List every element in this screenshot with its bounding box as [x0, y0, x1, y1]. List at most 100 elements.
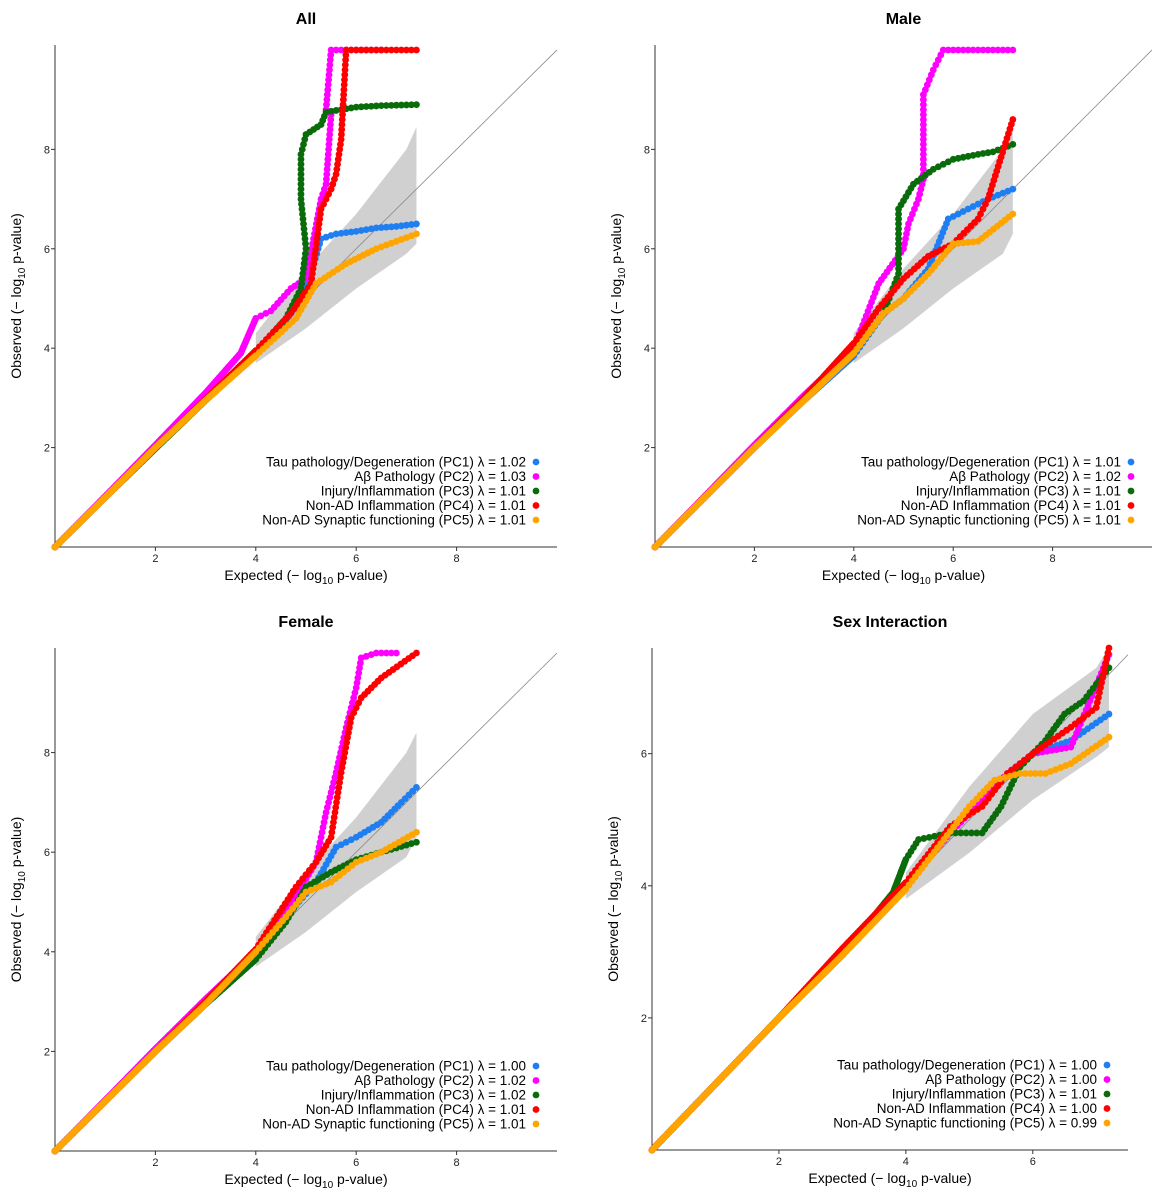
data-point [299, 270, 307, 278]
data-point [297, 165, 305, 173]
data-point [334, 789, 342, 796]
panel-all: All 2 4 6 8 2 4 6 8 Expected (− log10 p-value) Obs… [0, 0, 577, 595]
data-point [377, 649, 385, 657]
data-point [340, 81, 348, 89]
x-axis-label: Expected (− log10 p-value) [224, 567, 387, 587]
data-point [999, 46, 1007, 54]
data-point [297, 170, 305, 178]
data-point [327, 51, 335, 59]
y-axis-label: Observed (− log10 p-value) [8, 817, 28, 983]
x-tick-label: 4 [253, 553, 259, 565]
data-point [919, 126, 927, 133]
y-tick-label: 8 [644, 144, 650, 156]
data-point [337, 841, 345, 849]
x-tick-label: 2 [776, 1156, 782, 1168]
data-point [919, 101, 927, 109]
data-point [413, 784, 420, 791]
legend-label: Injury/Inflammation (PC3) λ = 1.01 [916, 484, 1121, 499]
y-tick-label: 6 [44, 847, 50, 859]
data-point [315, 220, 323, 228]
x-axis-label: Expected (− log10 p-value) [224, 1171, 387, 1189]
data-point [954, 46, 962, 54]
data-point [326, 61, 334, 69]
data-point [336, 145, 344, 153]
data-point [895, 250, 902, 258]
y-tick-label: 6 [44, 244, 50, 256]
data-point [299, 215, 307, 223]
legend-label: Non-AD Synaptic functioning (PC5) λ = 1.… [857, 513, 1121, 528]
data-point [382, 102, 390, 109]
data-point [322, 108, 330, 116]
data-point [352, 46, 360, 54]
data-point [392, 649, 400, 657]
legend-label: Non-AD Synaptic functioning (PC5) λ = 1.… [262, 513, 526, 528]
data-point [367, 102, 375, 110]
legend-label: Tau pathology/Degeneration (PC1) λ = 1.0… [837, 1058, 1097, 1073]
data-point [919, 111, 927, 118]
data-point [915, 836, 922, 843]
legend-marker [532, 458, 540, 466]
data-point [337, 136, 345, 143]
series-5 [51, 230, 420, 551]
data-point [333, 794, 341, 801]
data-point [326, 126, 334, 133]
data-point [325, 141, 333, 148]
qq-plot-male: Male 2 4 6 8 2 4 6 8 Expected (− log10 p-value) Ob… [608, 11, 1153, 587]
legend-label: Aβ Pathology (PC2) λ = 1.00 [925, 1072, 1097, 1087]
data-point [332, 107, 340, 114]
data-point [312, 245, 320, 253]
legend-marker [532, 473, 540, 480]
data-point [341, 71, 349, 79]
x-tick-label: 4 [253, 1157, 259, 1169]
data-point [323, 170, 331, 178]
data-point [895, 270, 902, 278]
data-point [397, 46, 405, 54]
data-point [333, 798, 340, 806]
data-point [297, 160, 305, 168]
data-point [347, 836, 355, 844]
data-point [324, 160, 331, 168]
data-point [387, 223, 395, 231]
data-point [324, 81, 332, 89]
legend-marker [532, 1062, 540, 1070]
data-point [919, 145, 927, 153]
data-point [413, 828, 420, 836]
data-point [919, 96, 927, 104]
legend-label: Non-AD Inflammation (PC4) λ = 1.00 [877, 1101, 1097, 1116]
data-point [919, 160, 927, 168]
data-point [969, 238, 977, 246]
x-tick-label: 8 [1050, 553, 1056, 565]
data-point [984, 46, 992, 54]
data-point [326, 121, 334, 128]
data-point [324, 150, 332, 158]
legend-label: Injury/Inflammation (PC3) λ = 1.02 [321, 1088, 526, 1103]
data-point [298, 200, 305, 208]
data-point [413, 230, 420, 238]
data-point [397, 222, 405, 230]
legend-label: Tau pathology/Degeneration (PC1) λ = 1.0… [861, 455, 1121, 470]
x-tick-label: 6 [353, 553, 359, 565]
data-point [301, 255, 309, 263]
x-tick-label: 2 [751, 553, 757, 565]
data-point [331, 808, 339, 816]
data-point [382, 46, 390, 54]
data-point [298, 275, 306, 283]
data-point [387, 649, 395, 657]
data-point [332, 230, 340, 238]
data-point [352, 227, 360, 235]
legend-marker [532, 1091, 540, 1099]
legend-marker [532, 1077, 540, 1084]
data-point [322, 180, 330, 188]
data-point [1009, 46, 1017, 54]
data-point [297, 190, 305, 198]
data-point [895, 235, 902, 243]
data-point [957, 829, 965, 837]
data-point [413, 838, 420, 846]
data-point [969, 46, 977, 54]
data-point [325, 76, 332, 84]
data-point [895, 215, 902, 223]
legend-label: Aβ Pathology (PC2) λ = 1.03 [354, 469, 526, 484]
data-point [325, 136, 333, 143]
data-point [403, 101, 410, 109]
data-point [300, 265, 307, 273]
